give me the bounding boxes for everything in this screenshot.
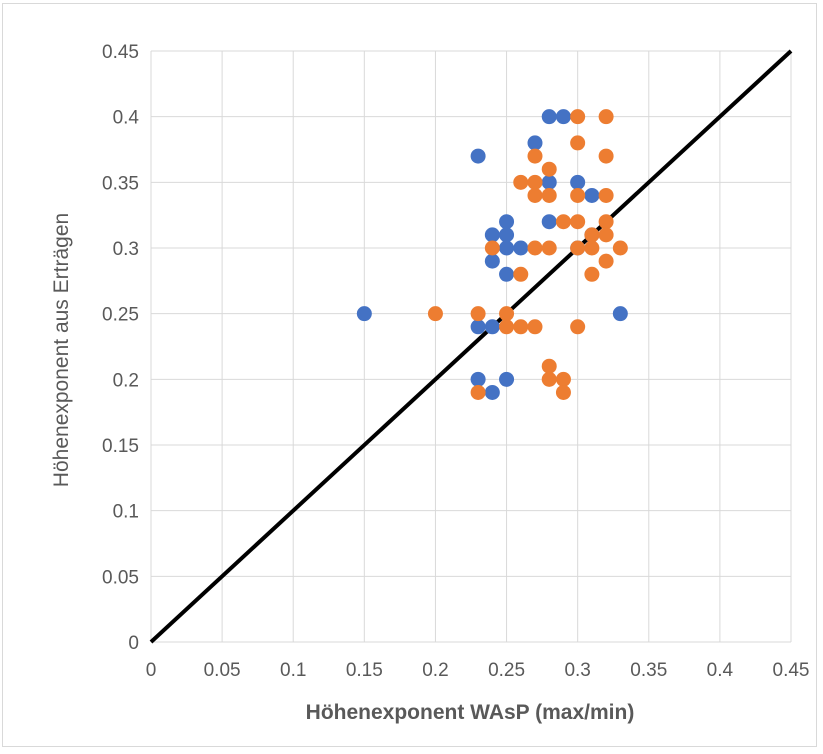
scatter-point — [598, 214, 614, 230]
y-tick-label: 0.05 — [102, 567, 139, 588]
scatter-point — [598, 227, 614, 243]
x-tick-label: 0.3 — [564, 660, 590, 681]
scatter-point — [470, 148, 486, 164]
reference-line — [149, 49, 793, 644]
y-tick-label: 0.35 — [102, 173, 139, 194]
scatter-point — [470, 319, 486, 335]
scatter-point — [470, 384, 486, 400]
scatter-point — [541, 358, 557, 374]
scatter-point — [555, 384, 571, 400]
scatter-point — [527, 187, 543, 203]
x-tick-label: 0.15 — [346, 660, 383, 681]
y-tick-label: 0 — [128, 633, 139, 654]
scatter-point — [527, 135, 543, 151]
scatter-point — [527, 319, 543, 335]
x-tick-label: 0.45 — [773, 660, 810, 681]
scatter-point — [555, 214, 571, 230]
x-tick-label: 0.05 — [204, 660, 241, 681]
scatter-point — [499, 240, 515, 256]
y-tick-label: 0.3 — [113, 239, 139, 260]
scatter-point — [541, 214, 557, 230]
chart-frame — [2, 3, 817, 747]
x-tick-label: 0.1 — [280, 660, 306, 681]
x-tick-label: 0.2 — [422, 660, 448, 681]
data-points — [356, 109, 628, 400]
x-tick-label: 0.25 — [488, 660, 525, 681]
y-tick-label: 0.4 — [113, 108, 140, 129]
scatter-point — [555, 371, 571, 387]
scatter-point — [499, 306, 515, 322]
scatter-point — [570, 187, 586, 203]
scatter-point — [584, 240, 600, 256]
scatter-point — [555, 109, 571, 125]
scatter-point — [541, 109, 557, 125]
scatter-point — [570, 135, 586, 151]
scatter-point — [584, 227, 600, 243]
scatter-point — [499, 371, 515, 387]
scatter-point — [541, 240, 557, 256]
scatter-point — [570, 174, 586, 190]
x-axis-title: Höhenexponent WAsP (max/min) — [306, 701, 635, 724]
scatter-point — [484, 319, 500, 335]
scatter-point — [513, 266, 529, 282]
y-tick-label: 0.15 — [102, 436, 139, 457]
scatter-point — [598, 253, 614, 269]
x-tick-label: 0.4 — [707, 660, 734, 681]
scatter-point — [570, 319, 586, 335]
scatter-point — [584, 187, 600, 203]
y-tick-label: 0.1 — [113, 502, 139, 523]
scatter-point — [527, 240, 543, 256]
scatter-point — [470, 306, 486, 322]
x-tick-label: 0 — [146, 660, 157, 681]
scatter-point — [570, 214, 586, 230]
scatter-point — [513, 240, 529, 256]
scatter-point — [570, 240, 586, 256]
y-tick-label: 0.45 — [102, 42, 139, 63]
scatter-point — [513, 174, 529, 190]
scatter-point — [527, 174, 543, 190]
gridlines — [150, 50, 792, 643]
scatter-point — [541, 371, 557, 387]
y-axis-title: Höhenexponent aus Erträgen — [50, 213, 73, 487]
scatter-point — [612, 306, 628, 322]
scatter-point — [499, 266, 515, 282]
scatter-point — [513, 319, 529, 335]
y-tick-labels: 0 0.05 0.1 0.15 0.2 0.25 0.3 0.35 0.4 0.45 — [102, 42, 139, 654]
scatter-point — [356, 306, 372, 322]
scatter-point — [584, 266, 600, 282]
scatter-point — [484, 240, 500, 256]
x-tick-label: 0.35 — [630, 660, 667, 681]
scatter-point — [499, 319, 515, 335]
scatter-point — [499, 214, 515, 230]
y-tick-label: 0.2 — [113, 370, 139, 391]
scatter-point — [570, 109, 586, 125]
y-tick-label: 0.25 — [102, 305, 139, 326]
scatter-point — [527, 148, 543, 164]
identity-line — [149, 49, 793, 644]
scatter-point — [499, 227, 515, 243]
scatter-point — [484, 253, 500, 269]
scatter-point — [484, 384, 500, 400]
x-tick-labels: 0 0.05 0.1 0.15 0.2 0.25 0.3 0.35 0.4 0.45 — [146, 660, 810, 681]
scatter-point — [612, 240, 628, 256]
scatter-point — [541, 174, 557, 190]
scatter-point — [427, 306, 443, 322]
scatter-point — [598, 187, 614, 203]
scatter-point — [484, 227, 500, 243]
scatter-point — [470, 371, 486, 387]
scatter-point — [541, 161, 557, 177]
scatter-point — [598, 109, 614, 125]
scatter-point — [541, 187, 557, 203]
scatter-point — [598, 148, 614, 164]
